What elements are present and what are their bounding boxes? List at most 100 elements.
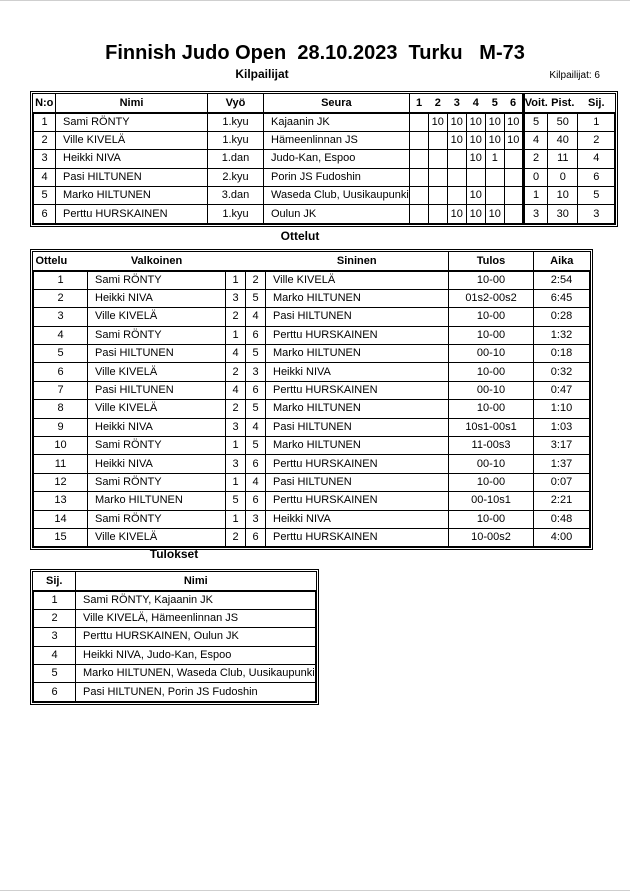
competitor-belt: 3.dan — [207, 186, 264, 206]
competitor-place: 3 — [577, 204, 616, 224]
result-place: 1 — [33, 590, 76, 610]
blue-competitor-number: 3 — [245, 362, 266, 382]
competitor-wins: 1 — [521, 186, 549, 206]
score-cell-6 — [503, 186, 524, 206]
match-number: 15 — [33, 527, 88, 548]
blue-competitor-number: 4 — [245, 417, 266, 438]
blue-competitor-number: 6 — [245, 454, 266, 474]
col-header-club: Seura — [263, 94, 410, 114]
result-name: Heikki NIVA, Judo-Kan, Espoo — [75, 645, 316, 666]
competitor-club: Hämeenlinnan JS — [263, 130, 410, 151]
competitor-belt: 1.kyu — [207, 112, 264, 132]
competitor-wins: 0 — [521, 167, 549, 188]
score-cell-1 — [408, 149, 429, 169]
match-result: 00-10 — [448, 454, 534, 474]
competitor-number: 1 — [33, 112, 56, 132]
match-number: 4 — [33, 325, 88, 346]
competitor-number: 2 — [33, 130, 56, 151]
result-name: Sami RÖNTY, Kajaanin JK — [75, 590, 316, 610]
score-cell-6: 10 — [503, 130, 524, 151]
competitor-place: 2 — [577, 130, 616, 151]
blue-competitor-number: 2 — [245, 270, 266, 290]
result-name: Marko HILTUNEN, Waseda Club, Uusikaupunk… — [75, 664, 316, 684]
match-result: 11-00s3 — [448, 436, 534, 456]
blue-competitor-number: 4 — [245, 472, 266, 493]
col-header-time: Aika — [533, 252, 590, 272]
competitor-club: Porin JS Fudoshin — [263, 167, 410, 188]
competitor-wins: 4 — [521, 130, 549, 151]
match-time: 2:54 — [533, 270, 590, 290]
score-cell-6: 10 — [503, 112, 524, 132]
score-cell-1 — [408, 130, 429, 151]
match-result: 00-10 — [448, 344, 534, 364]
score-cell-4: 10 — [465, 130, 486, 151]
competitor-club: Judo-Kan, Espoo — [263, 149, 410, 169]
col-header-3: 3 — [447, 94, 467, 114]
match-row: 8 Ville KIVELÄ 2 5 Marko HILTUNEN 10-00 … — [33, 399, 590, 419]
competitor-count: Kilpailijat: 6 — [549, 70, 600, 81]
score-cell-6 — [503, 149, 524, 169]
blue-competitor-name: Pasi HILTUNEN — [265, 472, 449, 493]
competitor-belt: 1.kyu — [207, 204, 264, 224]
white-competitor-name: Heikki NIVA — [87, 417, 226, 438]
col-header-white-no — [225, 252, 246, 272]
matches-table: Ottelu Valkoinen Sininen Tulos Aika 1 Sa… — [33, 252, 590, 548]
competitors-table: N:o Nimi Vyö Seura 1 2 3 4 5 6 Voit. Pis… — [33, 94, 616, 224]
white-competitor-name: Sami RÖNTY — [87, 509, 226, 529]
competitor-number: 4 — [33, 167, 56, 188]
white-competitor-number: 2 — [225, 307, 246, 327]
white-competitor-number: 1 — [225, 509, 246, 529]
result-name: Ville KIVELÄ, Hämeenlinnan JS — [75, 608, 316, 629]
result-row: 5 Marko HILTUNEN, Waseda Club, Uusikaupu… — [33, 664, 316, 684]
white-competitor-number: 3 — [225, 417, 246, 438]
competitor-number: 5 — [33, 186, 56, 206]
white-competitor-name: Sami RÖNTY — [87, 472, 226, 493]
match-time: 0:07 — [533, 472, 590, 493]
blue-competitor-number: 4 — [245, 307, 266, 327]
competitor-name: Ville KIVELÄ — [55, 130, 208, 151]
competitor-place: 4 — [577, 149, 616, 169]
white-competitor-number: 2 — [225, 399, 246, 419]
match-result: 10-00 — [448, 325, 534, 346]
result-row: 2 Ville KIVELÄ, Hämeenlinnan JS — [33, 608, 316, 629]
blue-competitor-name: Heikki NIVA — [265, 362, 449, 382]
score-cell-2 — [427, 130, 448, 151]
blue-competitor-name: Marko HILTUNEN — [265, 344, 449, 364]
blue-competitor-name: Perttu HURSKAINEN — [265, 325, 449, 346]
score-cell-2 — [427, 186, 448, 206]
competitor-points: 11 — [547, 149, 579, 169]
match-time: 1:32 — [533, 325, 590, 346]
col-header-result: Tulos — [448, 252, 534, 272]
blue-competitor-number: 6 — [245, 491, 266, 511]
competitor-points: 50 — [547, 112, 579, 132]
col-header-match: Ottelu — [33, 252, 88, 272]
competitor-row: 3 Heikki NIVA 1.dan Judo-Kan, Espoo 10 1… — [33, 149, 616, 169]
white-competitor-number: 1 — [225, 270, 246, 290]
result-row: 6 Pasi HILTUNEN, Porin JS Fudoshin — [33, 682, 316, 702]
white-competitor-name: Ville KIVELÄ — [87, 307, 226, 327]
match-number: 3 — [33, 307, 88, 327]
white-competitor-number: 3 — [225, 454, 246, 474]
score-cell-4: 10 — [465, 112, 486, 132]
score-cell-6 — [503, 167, 524, 188]
match-time: 4:00 — [533, 527, 590, 548]
col-header-5: 5 — [485, 94, 505, 114]
score-cell-3 — [446, 186, 467, 206]
score-cell-4: 10 — [465, 204, 486, 224]
score-cell-4: 10 — [465, 149, 486, 169]
matches-header-row: Ottelu Valkoinen Sininen Tulos Aika — [33, 252, 590, 272]
blue-competitor-name: Perttu HURSKAINEN — [265, 527, 449, 548]
match-row: 3 Ville KIVELÄ 2 4 Pasi HILTUNEN 10-00 0… — [33, 307, 590, 327]
match-row: 11 Heikki NIVA 3 6 Perttu HURSKAINEN 00-… — [33, 454, 590, 474]
competitor-name: Pasi HILTUNEN — [55, 167, 208, 188]
results-table-wrapper: Sij. Nimi 1 Sami RÖNTY, Kajaanin JK 2 Vi… — [30, 569, 319, 705]
match-row: 4 Sami RÖNTY 1 6 Perttu HURSKAINEN 10-00… — [33, 325, 590, 346]
match-number: 10 — [33, 436, 88, 456]
match-result: 10-00 — [448, 472, 534, 493]
match-result: 01s2-00s2 — [448, 288, 534, 309]
competitor-name: Perttu HURSKAINEN — [55, 204, 208, 224]
match-time: 1:10 — [533, 399, 590, 419]
match-number: 11 — [33, 454, 88, 474]
score-cell-5 — [484, 167, 505, 188]
competitor-place: 6 — [577, 167, 616, 188]
